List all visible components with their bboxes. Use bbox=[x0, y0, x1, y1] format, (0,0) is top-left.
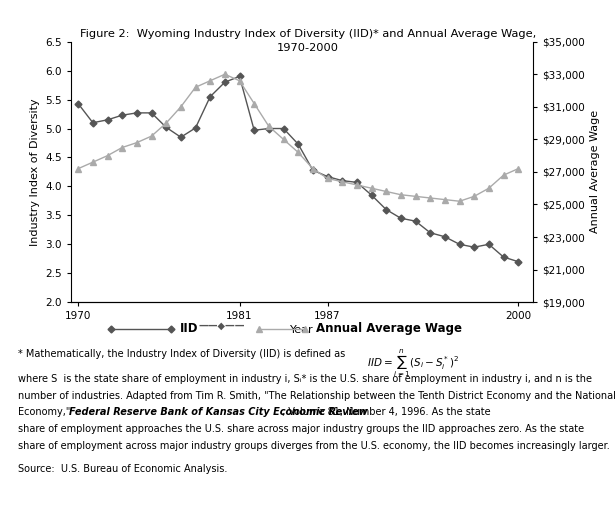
Text: , Volume 81, Number 4, 1996. As the state: , Volume 81, Number 4, 1996. As the stat… bbox=[282, 407, 490, 417]
Text: Source:  U.S. Bureau of Economic Analysis.: Source: U.S. Bureau of Economic Analysis… bbox=[18, 464, 228, 474]
Text: ——◆——: ——◆—— bbox=[198, 320, 245, 331]
Text: Annual Average Wage: Annual Average Wage bbox=[315, 322, 461, 335]
Text: number of industries. Adapted from Tim R. Smith, "The Relationship between the T: number of industries. Adapted from Tim R… bbox=[18, 391, 616, 401]
Text: Figure 2:  Wyoming Industry Index of Diversity (IID)* and Annual Average Wage,: Figure 2: Wyoming Industry Index of Dive… bbox=[80, 29, 536, 39]
Text: share of employment across major industry groups diverges from the U.S. economy,: share of employment across major industr… bbox=[18, 441, 610, 451]
Text: Economy,": Economy," bbox=[18, 407, 74, 417]
Y-axis label: Annual Average Wage: Annual Average Wage bbox=[590, 110, 600, 233]
Text: $IID=\sum_{i=1}^{n}(S_i-S_i^*)^2$: $IID=\sum_{i=1}^{n}(S_i-S_i^*)^2$ bbox=[367, 347, 459, 379]
Y-axis label: Industry Index of Diversity: Industry Index of Diversity bbox=[30, 98, 39, 246]
Text: * Mathematically, the Industry Index of Diversity (IID) is defined as: * Mathematically, the Industry Index of … bbox=[18, 349, 346, 359]
Text: where S  is the state share of employment in industry i, Sᵢ* is the U.S. share o: where S is the state share of employment… bbox=[18, 374, 593, 384]
Text: 1970-2000: 1970-2000 bbox=[277, 43, 339, 53]
X-axis label: Year: Year bbox=[290, 326, 314, 336]
Text: IID: IID bbox=[180, 322, 198, 335]
Text: share of employment approaches the U.S. share across major industry groups the I: share of employment approaches the U.S. … bbox=[18, 424, 585, 434]
Text: Federal Reserve Bank of Kansas City Economic Review: Federal Reserve Bank of Kansas City Econ… bbox=[69, 407, 368, 417]
